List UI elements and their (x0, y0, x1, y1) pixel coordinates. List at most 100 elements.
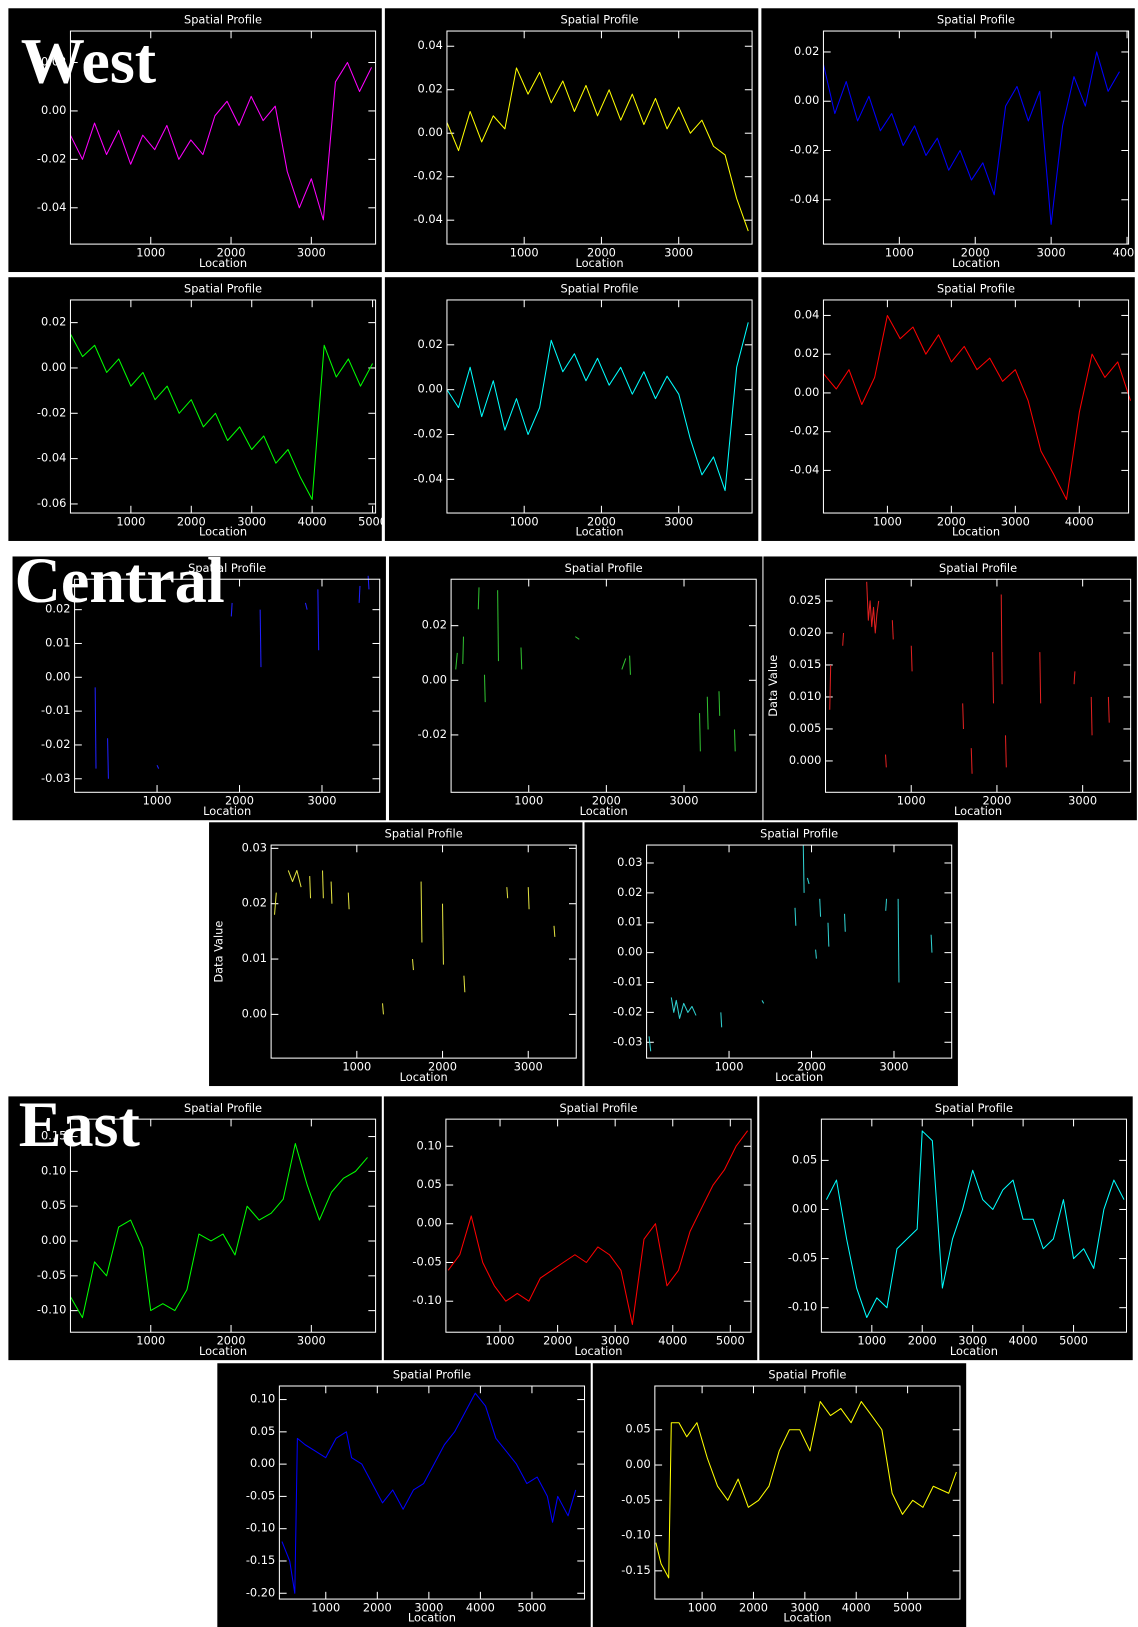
data-line (910, 645, 913, 672)
x-tick-label: 1000 (116, 514, 145, 528)
y-tick-label: 0.03 (242, 840, 267, 854)
data-line (629, 655, 631, 675)
data-line (520, 647, 523, 670)
y-tick-label: 0.00 (41, 360, 66, 374)
x-tick-label: 3000 (1001, 514, 1030, 528)
data-line (575, 636, 580, 640)
x-axis-label: Location (199, 525, 247, 539)
x-tick-label: 2000 (217, 1334, 246, 1348)
x-tick-label: 2000 (982, 794, 1011, 808)
data-line (761, 1000, 765, 1004)
data-line (720, 1012, 723, 1028)
x-tick-label: 2000 (797, 1059, 826, 1073)
x-tick-label: 1000 (885, 245, 914, 259)
data-line (822, 51, 1120, 225)
x-tick-label: 1000 (136, 245, 165, 259)
y-tick-label: -0.02 (413, 169, 442, 183)
x-tick-label: 3000 (297, 245, 326, 259)
y-tick-label: 0.02 (794, 44, 819, 58)
y-tick-label: 0.02 (422, 618, 447, 632)
x-tick-label: 3000 (1068, 794, 1097, 808)
y-tick-label: 0.02 (242, 896, 267, 910)
y-tick-label: -0.02 (790, 142, 819, 156)
y-tick-label: -0.04 (413, 471, 442, 485)
chart-panel: Spatial Profile Location 1000 2000 3000 4000 5… (8, 277, 387, 541)
plot-frame (445, 1118, 752, 1333)
data-line (718, 691, 721, 716)
chart-title: Spatial Profile (937, 13, 1015, 27)
chart-panel: Spatial Profile Location 1000 2000 3000 4000 5… (383, 1096, 758, 1361)
chart-title: Spatial Profile (939, 561, 1017, 575)
data-line (962, 703, 965, 730)
y-tick-label: 0.02 (418, 337, 443, 351)
y-tick-label: -0.02 (790, 424, 819, 438)
x-axis-label: Location (408, 1611, 456, 1625)
x-tick-label: 1000 (514, 794, 543, 808)
x-tick-label: 3000 (601, 1334, 630, 1348)
chart-title: Spatial Profile (560, 13, 638, 27)
x-tick-label: 2000 (908, 1334, 937, 1348)
x-axis-label: Location (783, 1611, 831, 1625)
data-line (621, 658, 627, 670)
data-line (897, 898, 900, 983)
y-tick-label: -0.03 (613, 1034, 642, 1048)
chart-panel: Spatial Profile Location 1000 2000 3000 4000 5… (592, 1363, 967, 1627)
y-tick-label: 0.00 (792, 1201, 817, 1215)
chart-panel: Spatial Profile Location 1000 2000 3000 4000 -… (761, 8, 1138, 273)
x-tick-label: 4000 (466, 1600, 495, 1614)
data-line (891, 620, 894, 640)
data-line (347, 892, 350, 910)
y-tick-label: 0.010 (789, 689, 822, 703)
plot-frame (446, 30, 753, 245)
y-tick-label: 0.00 (41, 1233, 66, 1247)
y-tick-label: 0.10 (250, 1392, 275, 1406)
data-line (322, 870, 324, 899)
y-tick-label: 0.00 (617, 945, 642, 959)
y-tick-label: 0.00 (422, 672, 447, 686)
data-line (447, 1130, 749, 1325)
y-tick-label: 0.00 (794, 93, 819, 107)
plot-frame (822, 30, 1130, 245)
data-line (69, 333, 374, 500)
data-line (992, 652, 995, 704)
plot-frame (822, 299, 1130, 514)
y-tick-label: -0.15 (621, 1563, 650, 1577)
section-label: West (21, 26, 157, 97)
data-line (819, 898, 822, 917)
y-tick-label: -0.05 (246, 1488, 275, 1502)
chart-title: Spatial Profile (385, 827, 463, 841)
data-line (1039, 652, 1042, 704)
chart-title: Spatial Profile (760, 827, 838, 841)
data-line (274, 892, 277, 915)
y-tick-label: -0.05 (37, 1268, 66, 1282)
data-line (699, 713, 701, 752)
panel-background (384, 277, 759, 541)
x-tick-label: 4000 (1113, 245, 1138, 259)
x-tick-label: 1000 (311, 1600, 340, 1614)
data-line (455, 652, 458, 670)
data-line (497, 590, 499, 662)
data-line (823, 314, 1132, 500)
plot-frame (824, 578, 1132, 793)
chart-title: Spatial Profile (935, 1101, 1013, 1115)
y-axis-label: Data Value (211, 921, 225, 983)
plot-frame (654, 1385, 961, 1600)
y-tick-label: -0.15 (246, 1553, 275, 1567)
data-line (330, 881, 333, 904)
chart-title: Spatial Profile (559, 1101, 637, 1115)
x-tick-label: 5000 (893, 1600, 922, 1614)
data-line (648, 1036, 652, 1052)
data-line (930, 934, 933, 953)
chart-panel: Spatial Profile Location 1000 2000 3000 4000 -… (761, 277, 1135, 541)
y-tick-label: 0.03 (617, 855, 642, 869)
chart-panel: Spatial Profile Location 1000 2000 3000 4000 5… (217, 1363, 591, 1627)
data-line (670, 997, 697, 1019)
plot-frame (446, 299, 753, 514)
chart-title: Spatial Profile (184, 13, 262, 27)
plot-frame (69, 30, 377, 245)
data-line (1004, 735, 1007, 768)
x-tick-label: 2000 (217, 245, 246, 259)
x-tick-label: 3000 (880, 1059, 909, 1073)
